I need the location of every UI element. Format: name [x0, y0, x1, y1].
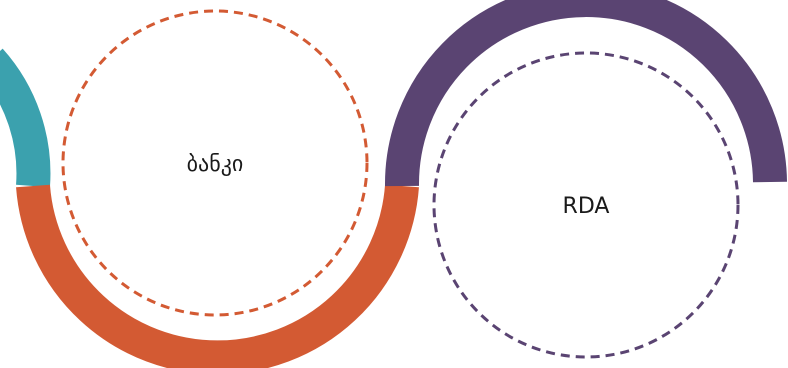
- node-label-bank: ბანკი: [187, 152, 244, 177]
- purple-arc: [384, 0, 787, 187]
- node-label-rda: RDA: [563, 194, 610, 219]
- node-circle-rda: [432, 51, 740, 359]
- node-circle-bank: [61, 9, 369, 317]
- teal-arc: [0, 48, 51, 188]
- orange-arc: [16, 184, 419, 368]
